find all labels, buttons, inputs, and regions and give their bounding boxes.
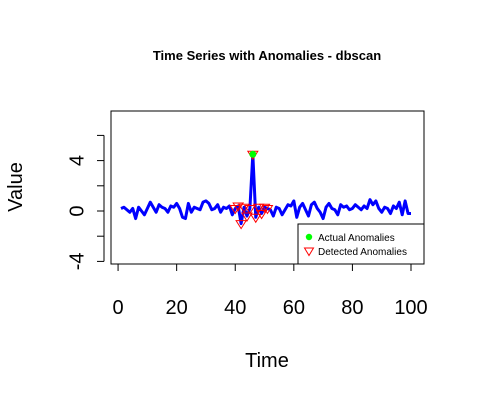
- detected-anomaly-marker: [258, 203, 271, 214]
- x-tick-label: 80: [341, 297, 363, 319]
- x-tick-label: 60: [283, 297, 305, 319]
- series-line: [120, 152, 411, 226]
- x-tick-label: 100: [394, 297, 427, 319]
- legend-actual-label: Actual Anomalies: [318, 233, 395, 244]
- detected-anomaly-marker: [261, 204, 274, 215]
- detected-anomaly-marker: [235, 220, 248, 230]
- detected-anomaly-marker: [255, 210, 268, 220]
- x-tick-label: 40: [224, 297, 246, 319]
- detected-anomaly-marker: [241, 212, 253, 222]
- x-axis: 0 20 40 60 80 100: [113, 263, 428, 319]
- y-tick-label: -4: [66, 253, 88, 271]
- y-axis-title: Value: [5, 162, 27, 212]
- x-axis-title: Time: [245, 350, 289, 372]
- detected-anomaly-marker: [252, 203, 265, 214]
- legend-actual-marker: [305, 233, 313, 241]
- legend: Actual Anomalies Detected Anomalies: [297, 223, 425, 265]
- legend-box: [297, 223, 425, 265]
- legend-detected-label: Detected Anomalies: [318, 247, 407, 258]
- series-layer: [120, 152, 411, 226]
- y-axis: -4 0 4: [66, 134, 105, 271]
- y-tick-label: 0: [66, 205, 88, 216]
- y-tick-label: 4: [66, 155, 88, 166]
- legend-detected-marker: [303, 247, 315, 257]
- x-tick-label: 0: [113, 297, 124, 319]
- chart-title: Time Series with Anomalies - dbscan: [153, 48, 381, 63]
- actual-anomaly-marker: [249, 150, 257, 158]
- x-tick-label: 20: [166, 297, 188, 319]
- detected-anomaly-marker: [249, 213, 262, 224]
- detected-anomaly-marker: [243, 204, 256, 215]
- actual-anomalies-layer: [249, 150, 257, 158]
